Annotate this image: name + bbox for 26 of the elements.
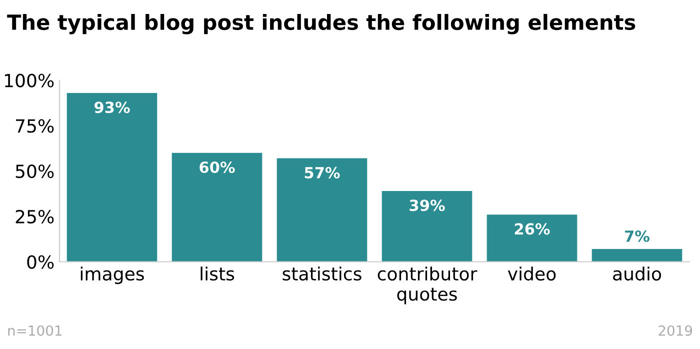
- x-tick-label: video: [508, 266, 556, 281]
- bar: [66, 92, 158, 262]
- text: 2019: [658, 325, 692, 336]
- y-tick-label: 75%: [16, 119, 54, 133]
- data-label: 26%: [514, 223, 550, 235]
- y-tick-label: 100%: [5, 74, 54, 88]
- bar: [592, 249, 682, 262]
- data-label: 93%: [94, 102, 130, 114]
- bar: [486, 214, 578, 262]
- x-tick-label: lists: [200, 266, 234, 281]
- x-tick-label: statistics: [282, 266, 362, 281]
- x-tick-label: images: [80, 266, 144, 284]
- chart-title: The typical blog post includes the following elements: [7, 14, 636, 34]
- data-label: 7%: [625, 230, 650, 242]
- bar: [172, 152, 262, 262]
- data-label: 60%: [200, 161, 235, 174]
- bar: [382, 190, 472, 262]
- y-tick-label: 25%: [16, 210, 54, 224]
- y-tick-label: 0%: [27, 255, 54, 269]
- x-tick-label: contributor quotes: [378, 266, 478, 304]
- text: n=1001: [8, 325, 62, 336]
- data-label: 39%: [410, 200, 445, 212]
- x-tick-label: audio: [613, 266, 662, 281]
- bar: [276, 158, 368, 262]
- data-label: 57%: [304, 166, 340, 178]
- y-tick-label: 50%: [16, 164, 54, 178]
